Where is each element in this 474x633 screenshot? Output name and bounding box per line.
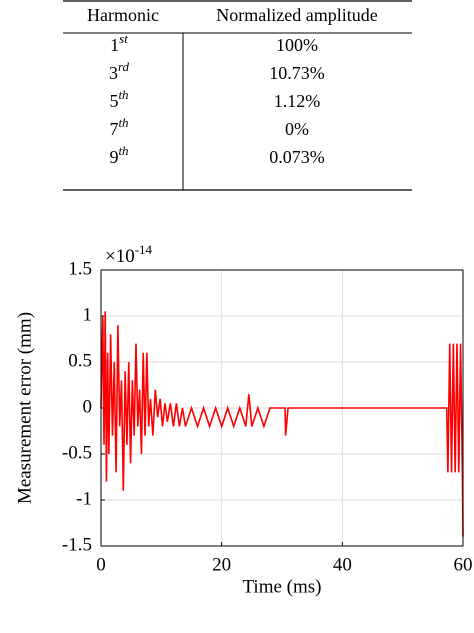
y-tick-label: -1.5 bbox=[62, 534, 92, 555]
harmonic-cell-base: 5 bbox=[109, 91, 118, 111]
harmonic-cell: 9th bbox=[109, 143, 128, 167]
amplitude-cell: 10.73% bbox=[269, 63, 325, 83]
x-tick-label: 60 bbox=[454, 554, 473, 575]
harmonic-cell-base: 7 bbox=[109, 119, 118, 139]
harmonic-cell: 1st bbox=[110, 31, 128, 55]
table-header-cell: Normalized amplitude bbox=[216, 5, 377, 25]
chart: -1.5 -1 -0.5 0 0.5 1 1.5 0 20 40 60 Time (ms) Measur… bbox=[14, 242, 472, 597]
y-tick-label: 1 bbox=[83, 304, 93, 325]
harmonic-cell-sup: th bbox=[118, 143, 128, 158]
harmonic-cell-sup: th bbox=[118, 87, 128, 102]
y-tick-label: -1 bbox=[76, 488, 92, 509]
y-tick-label: -0.5 bbox=[62, 442, 92, 463]
y-multiplier-exp: -14 bbox=[135, 242, 153, 257]
y-tick-label: 0.5 bbox=[68, 350, 92, 371]
harmonic-cell: 7th bbox=[109, 115, 128, 139]
x-axis-label: Time (ms) bbox=[242, 576, 321, 597]
y-multiplier: ×10-14 bbox=[105, 242, 153, 267]
harmonic-cell-base: 3 bbox=[109, 63, 118, 83]
harmonic-cell: 3rd bbox=[109, 59, 130, 83]
harmonic-cell: 5th bbox=[109, 87, 128, 111]
plot-frame bbox=[100, 269, 464, 547]
x-tick-label: 20 bbox=[212, 554, 231, 575]
amplitude-cell: 100% bbox=[276, 35, 318, 55]
harmonic-cell-base: 9 bbox=[109, 147, 118, 167]
amplitude-cell: 1.12% bbox=[274, 91, 321, 111]
y-axis-label: Measurement error (mm) bbox=[14, 312, 35, 504]
data-line bbox=[100, 311, 464, 537]
harmonic-cell-sup: rd bbox=[118, 59, 130, 74]
x-tick-label: 40 bbox=[333, 554, 352, 575]
y-multiplier-base: ×10 bbox=[105, 246, 135, 267]
table-header-cell: Harmonic bbox=[87, 5, 159, 25]
x-tick-label: 0 bbox=[96, 554, 106, 575]
amplitude-cell: 0% bbox=[285, 119, 309, 139]
y-tick-label: 1.5 bbox=[68, 258, 92, 279]
y-tick-label: 0 bbox=[83, 396, 93, 417]
harmonic-cell-sup: th bbox=[118, 115, 128, 130]
harmonic-cell-base: 1 bbox=[110, 35, 119, 55]
harmonic-cell-sup: st bbox=[119, 31, 128, 46]
amplitude-cell: 0.073% bbox=[269, 147, 325, 167]
